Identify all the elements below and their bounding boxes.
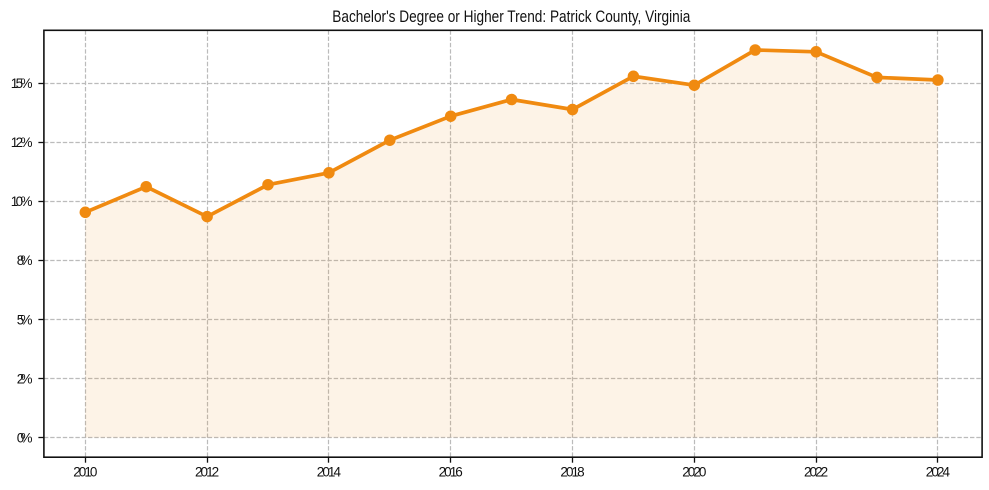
svg-text:2024: 2024: [926, 464, 951, 479]
svg-text:2010: 2010: [73, 464, 97, 479]
svg-text:2%: 2%: [17, 371, 33, 386]
svg-text:15%: 15%: [11, 76, 33, 91]
svg-text:2020: 2020: [682, 464, 706, 479]
svg-text:8%: 8%: [17, 253, 33, 268]
svg-text:2018: 2018: [560, 464, 584, 479]
svg-text:2022: 2022: [804, 464, 828, 479]
svg-text:2014: 2014: [317, 464, 342, 479]
svg-text:2012: 2012: [195, 464, 219, 479]
svg-text:0%: 0%: [17, 430, 33, 445]
svg-text:12%: 12%: [11, 135, 33, 150]
svg-text:5%: 5%: [17, 312, 33, 327]
svg-text:10%: 10%: [11, 194, 33, 209]
svg-text:2016: 2016: [439, 464, 463, 479]
svg-text:Bachelor's Degree or Higher Tr: Bachelor's Degree or Higher Trend: Patri…: [332, 7, 690, 26]
